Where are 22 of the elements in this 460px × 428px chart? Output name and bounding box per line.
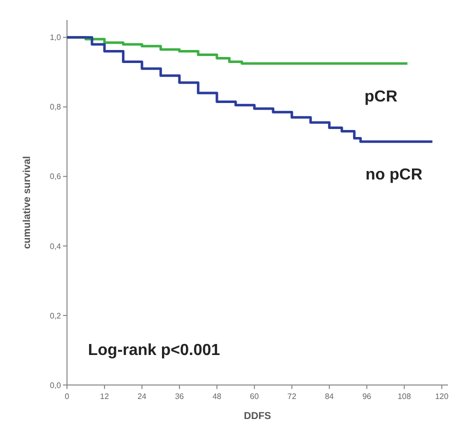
annotation: Log-rank p<0.001 [88,342,220,360]
y-tick-label: 0,8 [50,102,62,112]
y-axis-title: cumulative survival [22,156,33,249]
y-tick-label: 0,2 [50,311,62,320]
series-label: pCR [364,88,398,106]
x-axis-title: DDFS [244,411,272,422]
y-tick-label: 0,0 [50,380,62,390]
x-tick-label: 48 [212,392,222,401]
series-label: no pCR [366,166,423,184]
x-tick-label: 84 [324,392,334,401]
x-tick-label: 72 [287,392,297,401]
x-tick-label: 0 [64,392,70,401]
y-tick-label: 0,6 [50,172,62,182]
x-tick-label: 12 [100,392,110,401]
y-tick-label: 1,0 [50,33,62,42]
y-tick-label: 0,4 [50,242,62,251]
x-tick-label: 36 [174,392,184,401]
x-tick-label: 108 [398,392,412,401]
x-tick-label: 120 [435,392,449,401]
x-tick-label: 96 [362,392,372,401]
x-tick-label: 24 [138,392,147,401]
x-tick-label: 60 [250,392,260,401]
